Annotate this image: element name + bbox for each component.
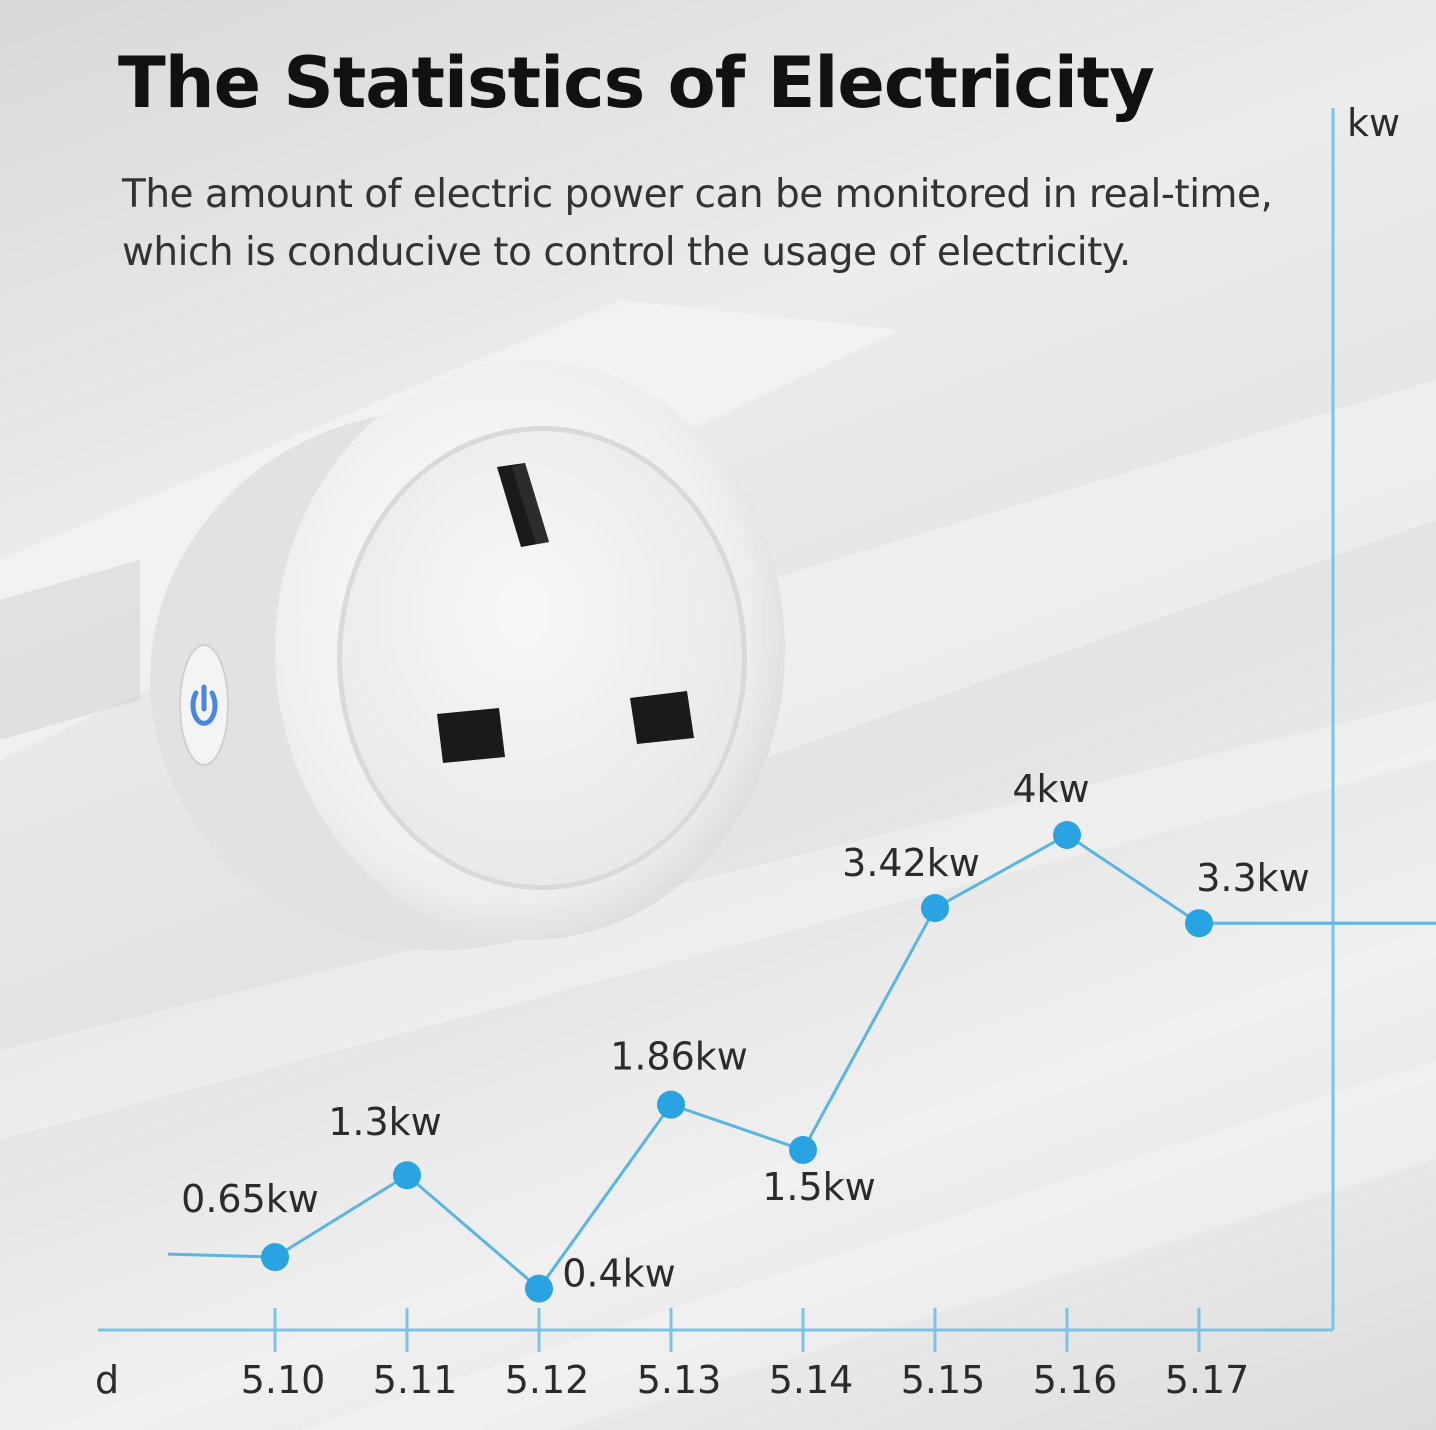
x-tick-label: 5.14 (769, 1358, 854, 1402)
data-label: 1.3kw (328, 1100, 442, 1144)
data-label: 0.4kw (562, 1252, 676, 1296)
x-tick-label: 5.15 (901, 1358, 986, 1402)
x-tick-label: 5.12 (505, 1358, 590, 1402)
page-subtitle: The amount of electric power can be moni… (122, 166, 1322, 282)
data-point (261, 1243, 289, 1272)
data-label: 1.86kw (610, 1035, 748, 1079)
data-point (1185, 909, 1213, 938)
chart-points (261, 821, 1213, 1303)
data-label: 3.3kw (1196, 856, 1310, 900)
data-point (393, 1161, 421, 1190)
power-icon[interactable] (184, 675, 224, 735)
y-axis-label: kw (1347, 101, 1400, 145)
x-tick-label: 5.17 (1165, 1358, 1250, 1402)
x-tick-label: 5.10 (241, 1358, 326, 1402)
data-point (657, 1090, 685, 1119)
data-point (525, 1274, 553, 1303)
data-point (1053, 821, 1081, 849)
page-title: The Statistics of Electricity (118, 42, 1155, 124)
chart-axes: d kw (95, 101, 1400, 1402)
x-tick-label: 5.16 (1033, 1358, 1118, 1402)
chart-series (167, 833, 1436, 1291)
data-label: 4kw (1012, 767, 1089, 811)
socket-live-slot (437, 708, 505, 763)
x-tick-label: 5.11 (373, 1358, 458, 1402)
x-axis-ticks: 5.10 5.11 5.12 5.13 5.14 5.15 5.16 5.17 (241, 1308, 1250, 1402)
x-tick-label: 5.13 (637, 1358, 722, 1402)
series-line (167, 833, 1436, 1291)
subtitle-line-2: which is conducive to control the usage … (122, 230, 1131, 275)
data-label: 1.5kw (762, 1165, 876, 1209)
socket-neutral-slot (630, 691, 694, 744)
subtitle-line-1: The amount of electric power can be moni… (122, 172, 1273, 217)
data-label: 3.42kw (842, 841, 980, 885)
data-point (789, 1136, 817, 1164)
data-label: 0.65kw (181, 1177, 319, 1221)
data-point (921, 894, 949, 923)
x-axis-label: d (95, 1358, 119, 1402)
smart-plug-image (140, 350, 800, 970)
